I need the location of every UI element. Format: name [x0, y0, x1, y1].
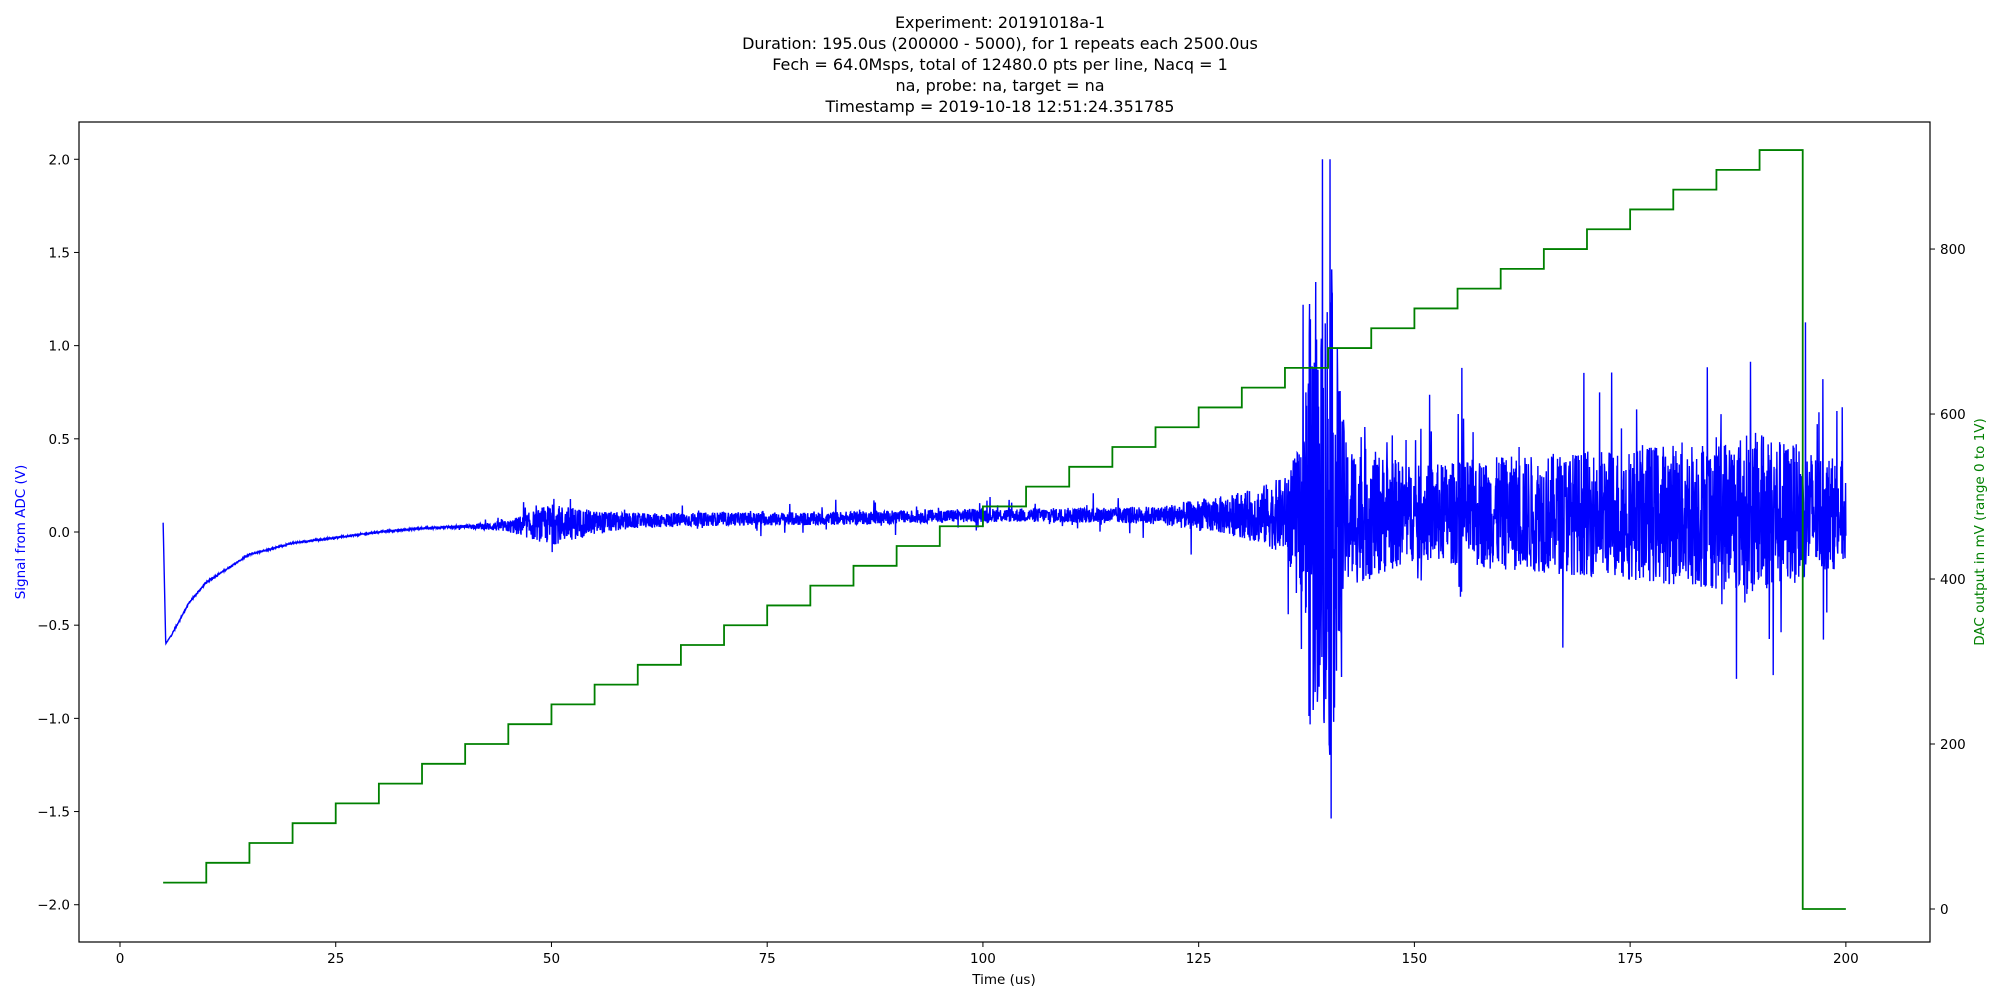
x-tick-label: 200: [1833, 951, 1859, 967]
title-line-3: Fech = 64.0Msps, total of 12480.0 pts pe…: [772, 55, 1228, 74]
y-left-tick-label: −2.0: [37, 898, 70, 914]
plot-area: [78, 121, 1931, 943]
title-line-4: na, probe: na, target = na: [895, 76, 1104, 95]
y-right-tick-label: 800: [1940, 242, 1966, 258]
y-right-tick-label: 0: [1940, 902, 1949, 918]
dac-output-step-line: [163, 149, 1846, 910]
x-axis: 0 25 50 75 100 125 150 175 200: [116, 942, 1859, 967]
y-left-tick-label: 2.0: [49, 152, 70, 168]
chart-title: Experiment: 20191018a-1 Duration: 195.0u…: [742, 13, 1258, 116]
series-layer: [162, 149, 1847, 910]
y-right-axis-label: DAC output in mV (range 0 to 1V): [1972, 418, 1988, 646]
title-line-1: Experiment: 20191018a-1: [895, 13, 1105, 32]
x-axis-label: Time (us): [971, 972, 1035, 988]
title-line-5: Timestamp = 2019-10-18 12:51:24.351785: [825, 97, 1175, 116]
x-tick-label: 75: [759, 951, 776, 967]
y-left-tick-label: −0.5: [37, 618, 70, 634]
x-tick-label: 50: [543, 951, 560, 967]
y-right-tick-label: 600: [1940, 407, 1966, 423]
y-left-axis: −2.0 −1.5 −1.0 −0.5 0.0 0.5 1.0 1.5 2.0: [37, 152, 79, 914]
y-left-tick-label: −1.0: [37, 711, 70, 727]
x-tick-label: 100: [970, 951, 996, 967]
x-tick-label: 0: [116, 951, 125, 967]
y-left-tick-label: 1.0: [49, 339, 70, 355]
y-left-tick-label: 1.5: [49, 245, 70, 261]
title-line-2: Duration: 195.0us (200000 - 5000), for 1…: [742, 34, 1258, 53]
x-tick-label: 25: [327, 951, 344, 967]
y-right-axis: 0 200 400 600 800: [1930, 242, 1966, 918]
y-right-tick-label: 200: [1940, 737, 1966, 753]
x-tick-label: 150: [1402, 951, 1428, 967]
y-left-tick-label: 0.5: [49, 432, 70, 448]
y-left-axis-label: Signal from ADC (V): [13, 465, 29, 600]
x-tick-label: 125: [1186, 951, 1212, 967]
x-tick-label: 175: [1617, 951, 1643, 967]
y-left-tick-label: 0.0: [49, 525, 70, 541]
y-right-tick-label: 400: [1940, 572, 1966, 588]
adc-signal-line: [162, 159, 1847, 819]
y-left-tick-label: −1.5: [37, 805, 70, 821]
